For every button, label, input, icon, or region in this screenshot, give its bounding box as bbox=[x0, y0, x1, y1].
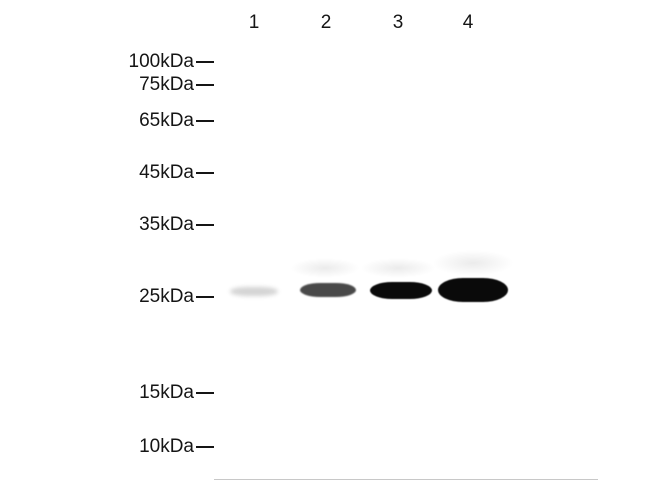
lane-label-1: 1 bbox=[234, 12, 274, 34]
marker-tick bbox=[196, 224, 214, 226]
western-blot-figure: 1 2 3 4 100kDa 75kDa 65kDa 45kDa 35kDa 2… bbox=[0, 0, 670, 500]
marker-label-100kda: 100kDa bbox=[114, 51, 194, 73]
lane-label-3: 3 bbox=[378, 12, 418, 34]
blot-band-lane2 bbox=[300, 283, 356, 297]
marker-tick bbox=[196, 296, 214, 298]
blot-band-lane3 bbox=[370, 282, 432, 299]
background-smear bbox=[290, 258, 360, 278]
marker-tick bbox=[196, 84, 214, 86]
marker-label-45kda: 45kDa bbox=[114, 162, 194, 184]
background-smear bbox=[432, 250, 514, 276]
marker-label-35kda: 35kDa bbox=[114, 214, 194, 236]
marker-label-10kda: 10kDa bbox=[114, 436, 194, 458]
lane-label-4: 4 bbox=[448, 12, 488, 34]
marker-tick bbox=[196, 446, 214, 448]
lane-label-2: 2 bbox=[306, 12, 346, 34]
blot-band-lane1 bbox=[230, 287, 278, 296]
marker-tick bbox=[196, 172, 214, 174]
marker-label-75kda: 75kDa bbox=[114, 74, 194, 96]
marker-label-25kda: 25kDa bbox=[114, 286, 194, 308]
blot-band-lane4 bbox=[438, 278, 508, 302]
blot-membrane bbox=[214, 34, 598, 482]
marker-label-15kda: 15kDa bbox=[114, 382, 194, 404]
marker-label-65kda: 65kDa bbox=[114, 110, 194, 132]
marker-tick bbox=[196, 61, 214, 63]
membrane-baseline bbox=[214, 479, 598, 480]
marker-tick bbox=[196, 392, 214, 394]
background-smear bbox=[360, 258, 436, 278]
marker-tick bbox=[196, 120, 214, 122]
